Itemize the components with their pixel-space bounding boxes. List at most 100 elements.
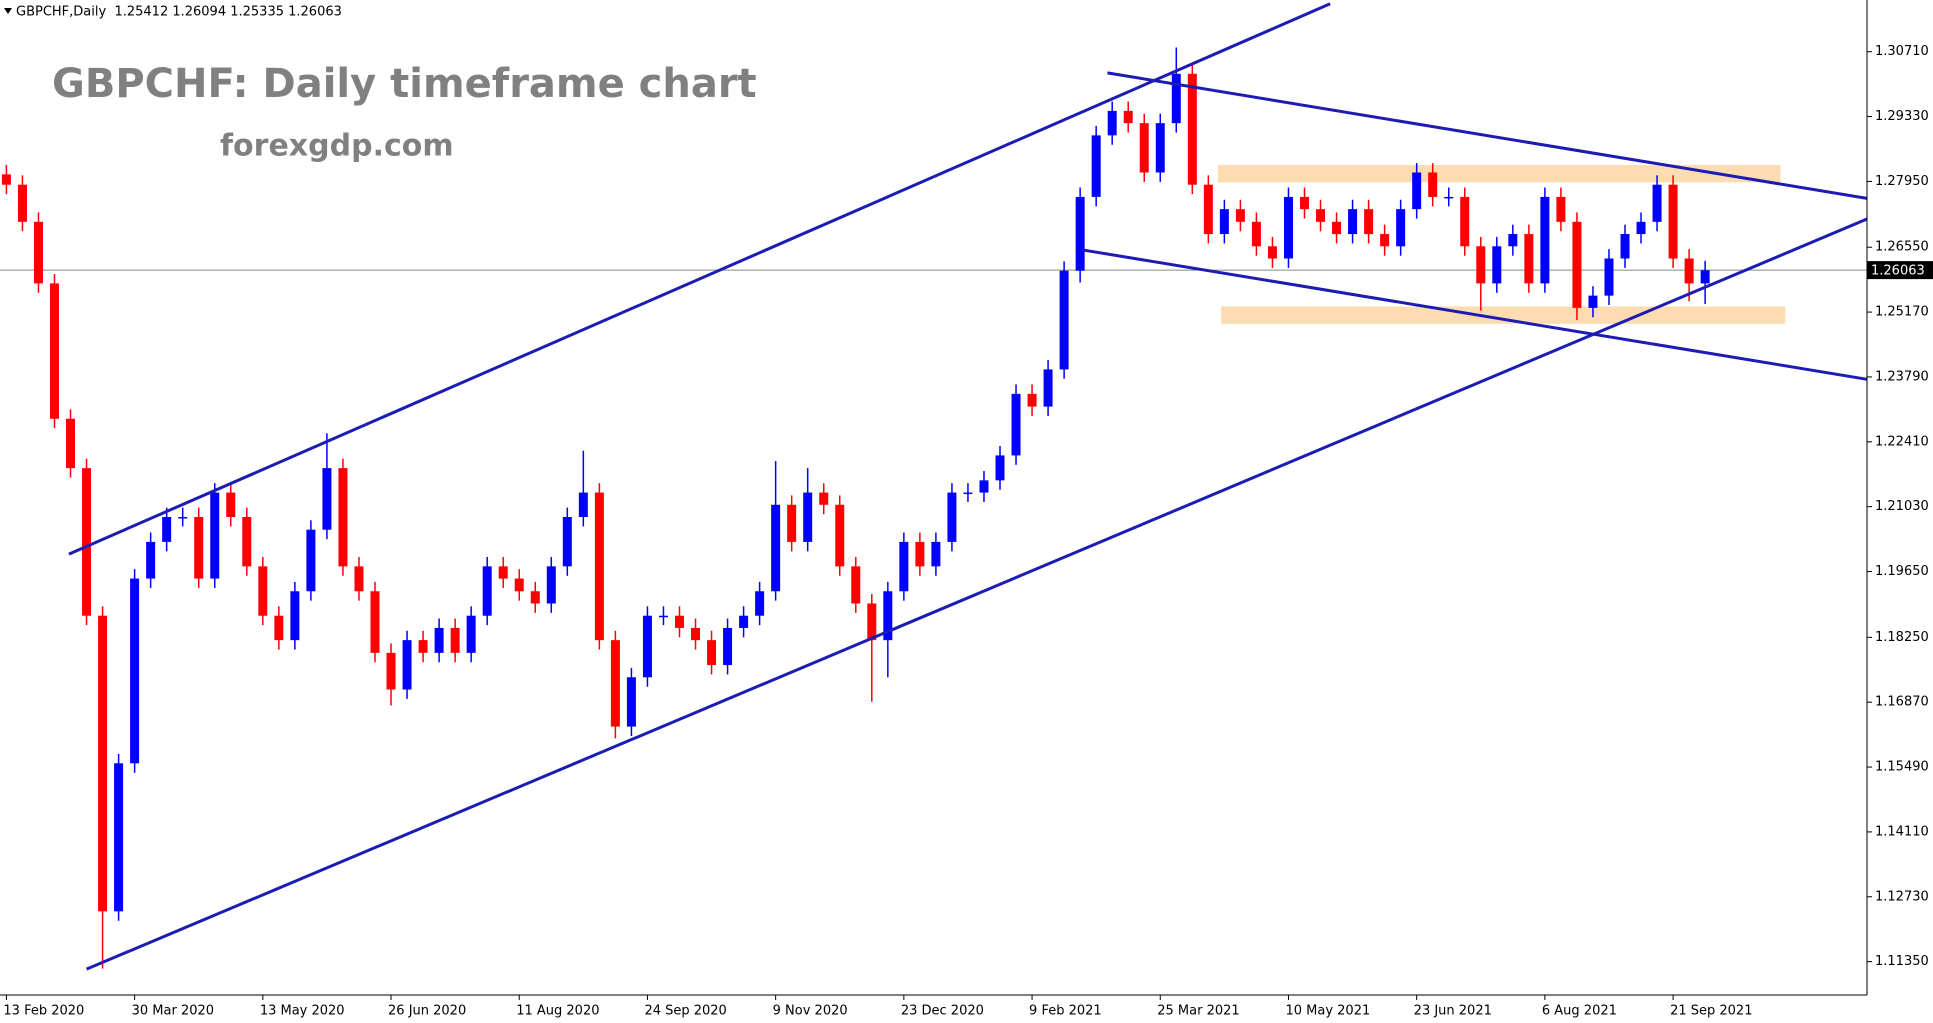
y-tick-label: 1.14110 [1875,824,1929,839]
header-arrow [4,8,12,14]
x-tick-label: 25 Mar 2021 [1157,1004,1239,1019]
plot-area [0,2,1868,971]
candle-body [867,603,877,641]
candle-body [1139,123,1149,173]
candle-body [787,504,797,542]
candle-body [1011,393,1021,456]
candle-body [210,492,220,579]
candle-body [66,418,76,469]
x-tick-label: 30 Mar 2020 [132,1004,214,1019]
candle-body [1556,196,1566,222]
candle-body [1299,196,1309,210]
y-tick-label: 1.25170 [1875,305,1929,320]
candle-body [963,492,973,495]
candle-body [1572,221,1582,308]
candle-body [1668,184,1678,259]
trendline [68,2,1331,556]
candle-body [1187,73,1197,185]
x-tick-label: 9 Feb 2021 [1029,1004,1102,1019]
candle-body [562,517,572,567]
candle-body [1508,234,1518,247]
candle-body [803,492,813,542]
x-tick-label: 23 Jun 2021 [1414,1004,1492,1019]
candle-body [835,504,845,567]
candle-body [322,468,332,530]
candle-body [17,184,27,222]
candle-body [274,615,284,641]
candle-body [1251,221,1261,247]
candle-body [1075,196,1085,271]
candle-body [691,627,701,641]
y-tick-label: 1.19650 [1875,564,1929,579]
candle-body [947,492,957,542]
candle-body [33,221,43,284]
candle-body [226,492,236,518]
trendline [85,217,1868,971]
header: GBPCHF,Daily 1.25412 1.26094 1.25335 1.2… [16,5,342,20]
candle-body [418,640,428,653]
candle-body [130,578,140,764]
x-tick-label: 13 May 2020 [260,1004,345,1019]
zone [1217,164,1781,183]
candle-body [979,480,989,493]
candle-body [402,640,412,690]
y-tick-label: 1.23790 [1875,369,1929,384]
candle-body [290,591,300,641]
candle-body [49,283,59,419]
x-tick-label: 23 Dec 2020 [901,1004,984,1019]
candle-body [578,492,588,518]
candle-body [1332,221,1342,235]
y-tick-label: 1.16870 [1875,695,1929,710]
candle-body [498,566,508,579]
candle-body [194,517,204,579]
candle-body [514,578,524,592]
candle-body [1700,270,1710,284]
candle-body [707,640,717,666]
candle-body [755,591,765,616]
candle-body [338,468,348,567]
candle-body [386,652,396,690]
candle-body [739,615,749,628]
candle-body [98,615,108,912]
candle-body [723,627,733,666]
candle-body [370,591,380,653]
y-tick-label: 1.27950 [1875,174,1929,189]
y-tick-label: 1.15490 [1875,760,1929,775]
chart-subtitle: forexgdp.com [220,129,454,164]
candle-body [178,517,188,519]
candle-body [1476,246,1486,284]
candle-body [434,627,444,653]
x-tick-label: 11 Aug 2020 [516,1004,599,1019]
x-tick-label: 6 Aug 2021 [1542,1004,1617,1019]
candle-body [546,566,556,604]
x-tick-label: 13 Feb 2020 [3,1004,84,1019]
candle-body [1364,209,1374,235]
candle-body [931,541,941,567]
candle-body [1492,246,1502,284]
candle-body [1604,258,1614,296]
candle-body [530,591,540,604]
candle-body [1123,110,1133,124]
candle-body [1396,209,1406,247]
candle-body [851,566,861,604]
candle-body [594,492,604,641]
candle-body [354,566,364,592]
candle-body [482,566,492,616]
candle-body [674,615,684,628]
x-tick-label: 9 Nov 2020 [773,1004,848,1019]
candle-body [658,615,668,618]
x-tick-label: 24 Sep 2020 [644,1004,726,1019]
trendline [1107,71,1868,200]
candle-body [995,455,1005,481]
y-tick-label: 1.30710 [1875,44,1929,59]
candle-body [626,677,636,727]
candle-body [1620,234,1630,259]
candle-body [1588,295,1598,308]
price-label-box [1867,261,1933,280]
y-tick-label: 1.22410 [1875,434,1929,449]
x-tick-label: 10 May 2021 [1285,1004,1370,1019]
candle-body [1428,172,1438,197]
candle-body [1636,221,1646,235]
y-tick-label: 1.11350 [1875,954,1929,969]
